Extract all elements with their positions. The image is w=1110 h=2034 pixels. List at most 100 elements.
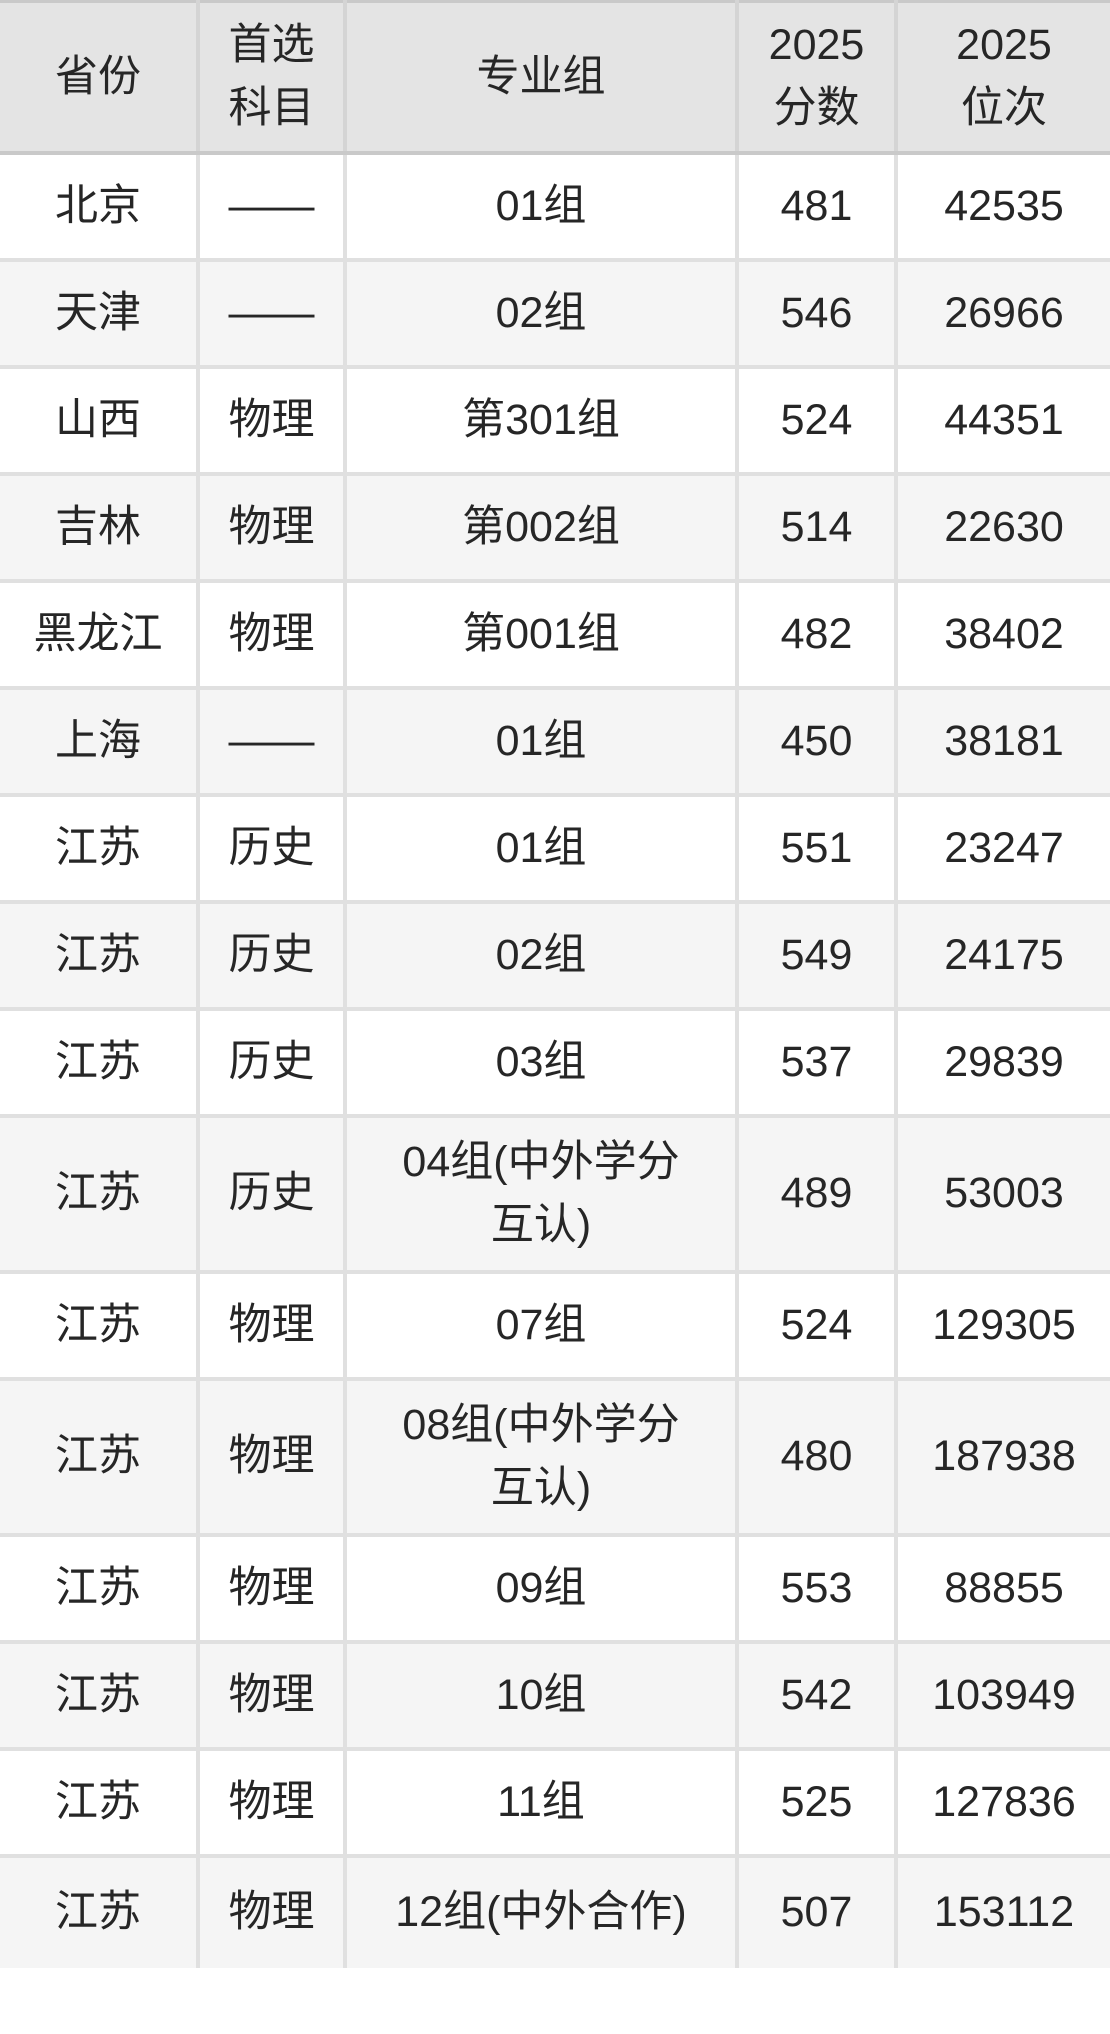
- cell-province: 江苏: [0, 1534, 200, 1644]
- table-row: 江苏 物理 07组 524 129305: [0, 1271, 1110, 1381]
- cell-score: 546: [737, 259, 898, 369]
- cell-subject: 历史: [198, 901, 347, 1011]
- cell-group: 09组: [345, 1534, 739, 1644]
- cell-group: 第002组: [345, 473, 739, 583]
- cell-score: 525: [737, 1748, 898, 1858]
- cell-group: 第301组: [345, 366, 739, 476]
- table-row: 上海 —— 01组 450 38181: [0, 687, 1110, 797]
- table-row: 江苏 物理 10组 542 103949: [0, 1641, 1110, 1751]
- cell-score: 481: [737, 152, 898, 262]
- admission-score-table: 省份 首选 科目 专业组 2025 分数 2025 位次 北京 —— 01组 481 4…: [0, 0, 1110, 1968]
- table-row: 江苏 历史 03组 537 29839: [0, 1008, 1110, 1118]
- cell-province: 上海: [0, 687, 200, 797]
- cell-subject: 历史: [198, 1115, 347, 1274]
- cell-province: 山西: [0, 366, 200, 476]
- cell-province: 江苏: [0, 1855, 200, 1968]
- cell-subject: ——: [198, 259, 347, 369]
- cell-rank: 38181: [896, 687, 1110, 797]
- header-cell-subject: 首选 科目: [198, 1, 347, 155]
- cell-rank: 53003: [896, 1115, 1110, 1274]
- cell-group: 08组(中外学分 互认): [345, 1378, 739, 1537]
- table-row: 江苏 物理 11组 525 127836: [0, 1748, 1110, 1858]
- cell-province: 江苏: [0, 901, 200, 1011]
- cell-province: 江苏: [0, 1641, 200, 1751]
- cell-province: 吉林: [0, 473, 200, 583]
- cell-rank: 22630: [896, 473, 1110, 583]
- cell-score: 542: [737, 1641, 898, 1751]
- cell-subject: 物理: [198, 1378, 347, 1537]
- table-row: 天津 —— 02组 546 26966: [0, 259, 1110, 369]
- table-row: 吉林 物理 第002组 514 22630: [0, 473, 1110, 583]
- cell-province: 天津: [0, 259, 200, 369]
- cell-group: 01组: [345, 152, 739, 262]
- cell-score: 537: [737, 1008, 898, 1118]
- table-row: 北京 —— 01组 481 42535: [0, 152, 1110, 262]
- header-row: 省份 首选 科目 专业组 2025 分数 2025 位次: [0, 1, 1110, 155]
- header-cell-score: 2025 分数: [737, 1, 898, 155]
- cell-rank: 129305: [896, 1271, 1110, 1381]
- table-row: 江苏 历史 04组(中外学分 互认) 489 53003: [0, 1115, 1110, 1274]
- table-row: 黑龙江 物理 第001组 482 38402: [0, 580, 1110, 690]
- table-row: 江苏 历史 02组 549 24175: [0, 901, 1110, 1011]
- cell-rank: 153112: [896, 1855, 1110, 1968]
- cell-rank: 127836: [896, 1748, 1110, 1858]
- cell-rank: 29839: [896, 1008, 1110, 1118]
- cell-score: 507: [737, 1855, 898, 1968]
- cell-group: 12组(中外合作): [345, 1855, 739, 1968]
- cell-rank: 187938: [896, 1378, 1110, 1537]
- cell-province: 江苏: [0, 1378, 200, 1537]
- cell-group: 01组: [345, 687, 739, 797]
- cell-rank: 26966: [896, 259, 1110, 369]
- cell-group: 第001组: [345, 580, 739, 690]
- cell-province: 江苏: [0, 794, 200, 904]
- cell-province: 江苏: [0, 1271, 200, 1381]
- cell-group: 11组: [345, 1748, 739, 1858]
- cell-score: 482: [737, 580, 898, 690]
- cell-subject: ——: [198, 687, 347, 797]
- cell-group: 02组: [345, 259, 739, 369]
- cell-group: 03组: [345, 1008, 739, 1118]
- cell-province: 江苏: [0, 1008, 200, 1118]
- cell-subject: 物理: [198, 366, 347, 476]
- cell-province: 江苏: [0, 1115, 200, 1274]
- cell-group: 02组: [345, 901, 739, 1011]
- cell-rank: 24175: [896, 901, 1110, 1011]
- cell-group: 10组: [345, 1641, 739, 1751]
- cell-score: 549: [737, 901, 898, 1011]
- cell-rank: 38402: [896, 580, 1110, 690]
- cell-score: 514: [737, 473, 898, 583]
- header-cell-rank: 2025 位次: [896, 1, 1110, 155]
- cell-score: 450: [737, 687, 898, 797]
- cell-score: 524: [737, 1271, 898, 1381]
- cell-score: 524: [737, 366, 898, 476]
- cell-rank: 88855: [896, 1534, 1110, 1644]
- table-row: 江苏 物理 12组(中外合作) 507 153112: [0, 1855, 1110, 1968]
- cell-score: 489: [737, 1115, 898, 1274]
- cell-subject: 物理: [198, 1855, 347, 1968]
- cell-subject: 物理: [198, 1534, 347, 1644]
- cell-score: 553: [737, 1534, 898, 1644]
- cell-rank: 103949: [896, 1641, 1110, 1751]
- table-row: 江苏 物理 08组(中外学分 互认) 480 187938: [0, 1378, 1110, 1537]
- cell-subject: 物理: [198, 580, 347, 690]
- cell-score: 480: [737, 1378, 898, 1537]
- cell-score: 551: [737, 794, 898, 904]
- cell-rank: 23247: [896, 794, 1110, 904]
- cell-province: 北京: [0, 152, 200, 262]
- table-row: 江苏 历史 01组 551 23247: [0, 794, 1110, 904]
- table-body: 北京 —— 01组 481 42535 天津 —— 02组 546 26966 山西 物理 第301组 5…: [0, 152, 1110, 1968]
- cell-group: 04组(中外学分 互认): [345, 1115, 739, 1274]
- cell-subject: 物理: [198, 473, 347, 583]
- cell-province: 江苏: [0, 1748, 200, 1858]
- cell-subject: ——: [198, 152, 347, 262]
- table-row: 江苏 物理 09组 553 88855: [0, 1534, 1110, 1644]
- header-cell-group: 专业组: [345, 1, 739, 155]
- cell-province: 黑龙江: [0, 580, 200, 690]
- cell-subject: 历史: [198, 1008, 347, 1118]
- cell-subject: 物理: [198, 1641, 347, 1751]
- cell-group: 07组: [345, 1271, 739, 1381]
- cell-subject: 物理: [198, 1748, 347, 1858]
- cell-subject: 物理: [198, 1271, 347, 1381]
- cell-group: 01组: [345, 794, 739, 904]
- header-cell-province: 省份: [0, 1, 200, 155]
